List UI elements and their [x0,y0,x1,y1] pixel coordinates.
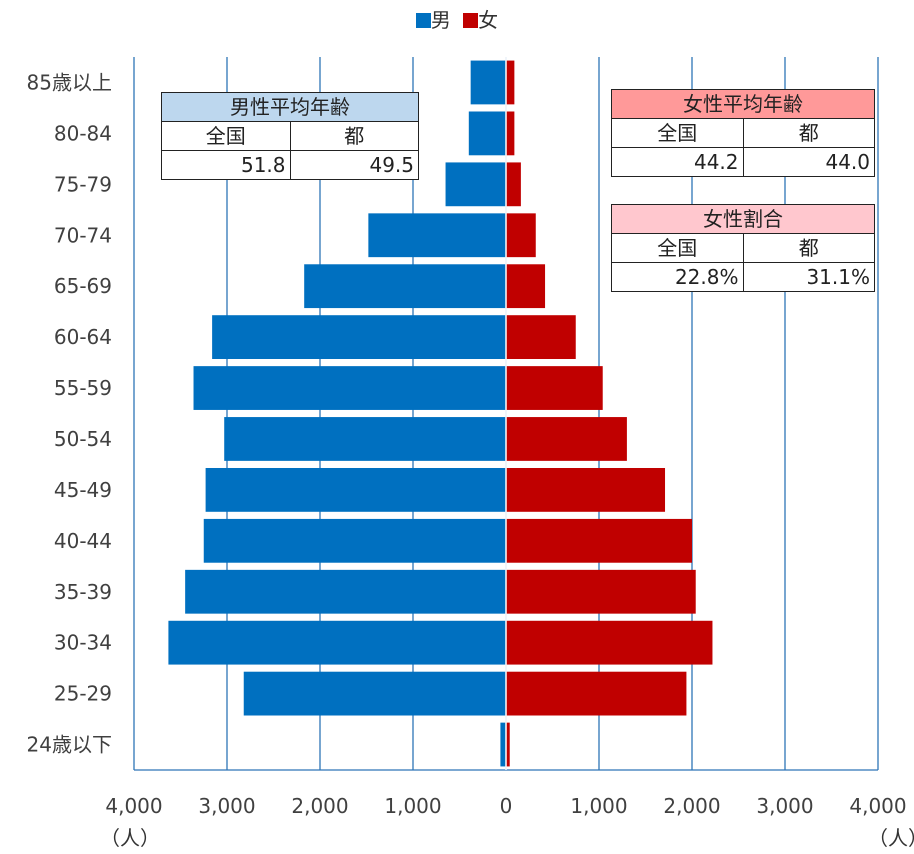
bar-male-2 [445,162,506,207]
y-tick-label: 24歳以下 [27,733,112,757]
legend-male: 男 [415,8,451,32]
bar-female-3 [506,213,536,258]
bar-male-8 [205,467,507,512]
bar-male-3 [368,213,506,258]
bar-male-7 [224,417,506,461]
y-tick-label: 85歳以上 [27,70,112,94]
y-tick-label: 50-54 [54,427,112,451]
bar-female-8 [506,467,666,512]
ratio-table-col-national: 全国 [611,233,744,263]
bar-female-13 [506,722,510,767]
bar-female-0 [506,60,515,105]
bar-female-12 [506,671,687,716]
bar-male-13 [500,722,506,767]
ratio-table-val-tokyo: 31.1% [742,262,875,292]
bar-male-1 [468,111,506,156]
bar-male-11 [168,620,506,665]
bar-female-6 [506,366,603,410]
female-table-col-tokyo: 都 [742,118,875,148]
bar-female-2 [506,162,521,207]
y-tick-label: 70-74 [54,223,112,247]
bar-male-9 [203,518,506,563]
male-table-val-tokyo: 49.5 [289,150,419,180]
male-table-val-national: 51.8 [161,150,291,180]
bar-male-0 [470,60,506,105]
bar-female-7 [506,417,627,461]
female-table-col-national: 全国 [611,118,744,148]
x-tick-label: 4,000 [849,794,906,818]
chart-legend: 男 女 [0,4,914,33]
x-tick-label: 0 [500,794,513,818]
x-tick-label: 3,000 [756,794,813,818]
y-tick-label: 75-79 [54,172,112,196]
x-tick-label: 4,000 [105,794,162,818]
x-tick-label: 1,000 [570,794,627,818]
x-unit-left: （人） [100,826,160,850]
legend-female-label: 女 [478,8,499,32]
legend-male-swatch [415,13,431,28]
bar-male-6 [193,366,506,410]
female-ratio-table: 女性割合 全国都 22.8% 31.1% [611,204,875,292]
x-tick-label: 3,000 [198,794,255,818]
y-tick-label: 45-49 [54,478,112,502]
x-unit-right: （人） [868,826,914,850]
bar-male-4 [304,264,506,309]
x-tick-label: 2,000 [291,794,348,818]
female-average-age-table: 女性平均年齢 全国都 44.2 44.0 [611,89,875,177]
y-tick-label: 60-64 [54,325,112,349]
female-table-title: 女性平均年齢 [611,89,875,119]
female-table-val-national: 44.2 [611,147,744,177]
bar-male-5 [212,315,506,360]
male-average-age-table: 男性平均年齢 全国都 51.8 49.5 [161,92,419,180]
y-tick-label: 35-39 [54,580,112,604]
y-tick-label: 25-29 [54,682,112,706]
y-tick-label: 30-34 [54,631,112,655]
x-tick-label: 1,000 [384,794,441,818]
ratio-table-val-national: 22.8% [611,262,744,292]
bar-male-12 [243,671,507,716]
y-tick-label: 55-59 [54,376,112,400]
legend-female-swatch [463,13,479,28]
bar-female-5 [506,315,576,360]
bar-female-9 [506,518,692,563]
male-table-title: 男性平均年齢 [161,92,419,122]
legend-male-label: 男 [430,8,451,32]
y-tick-label: 40-44 [54,529,112,553]
bar-female-4 [506,264,546,309]
bar-female-1 [506,111,515,156]
male-table-col-national: 全国 [161,121,291,151]
female-table-val-tokyo: 44.0 [742,147,875,177]
y-tick-label: 80-84 [54,121,112,145]
ratio-table-col-tokyo: 都 [742,233,875,263]
bar-male-10 [185,569,506,614]
ratio-table-title: 女性割合 [611,204,875,234]
bar-female-10 [506,569,696,614]
legend-female: 女 [463,8,498,32]
bar-female-11 [506,620,713,665]
x-tick-label: 2,000 [663,794,720,818]
male-table-col-tokyo: 都 [289,121,419,151]
y-tick-label: 65-69 [54,274,112,298]
